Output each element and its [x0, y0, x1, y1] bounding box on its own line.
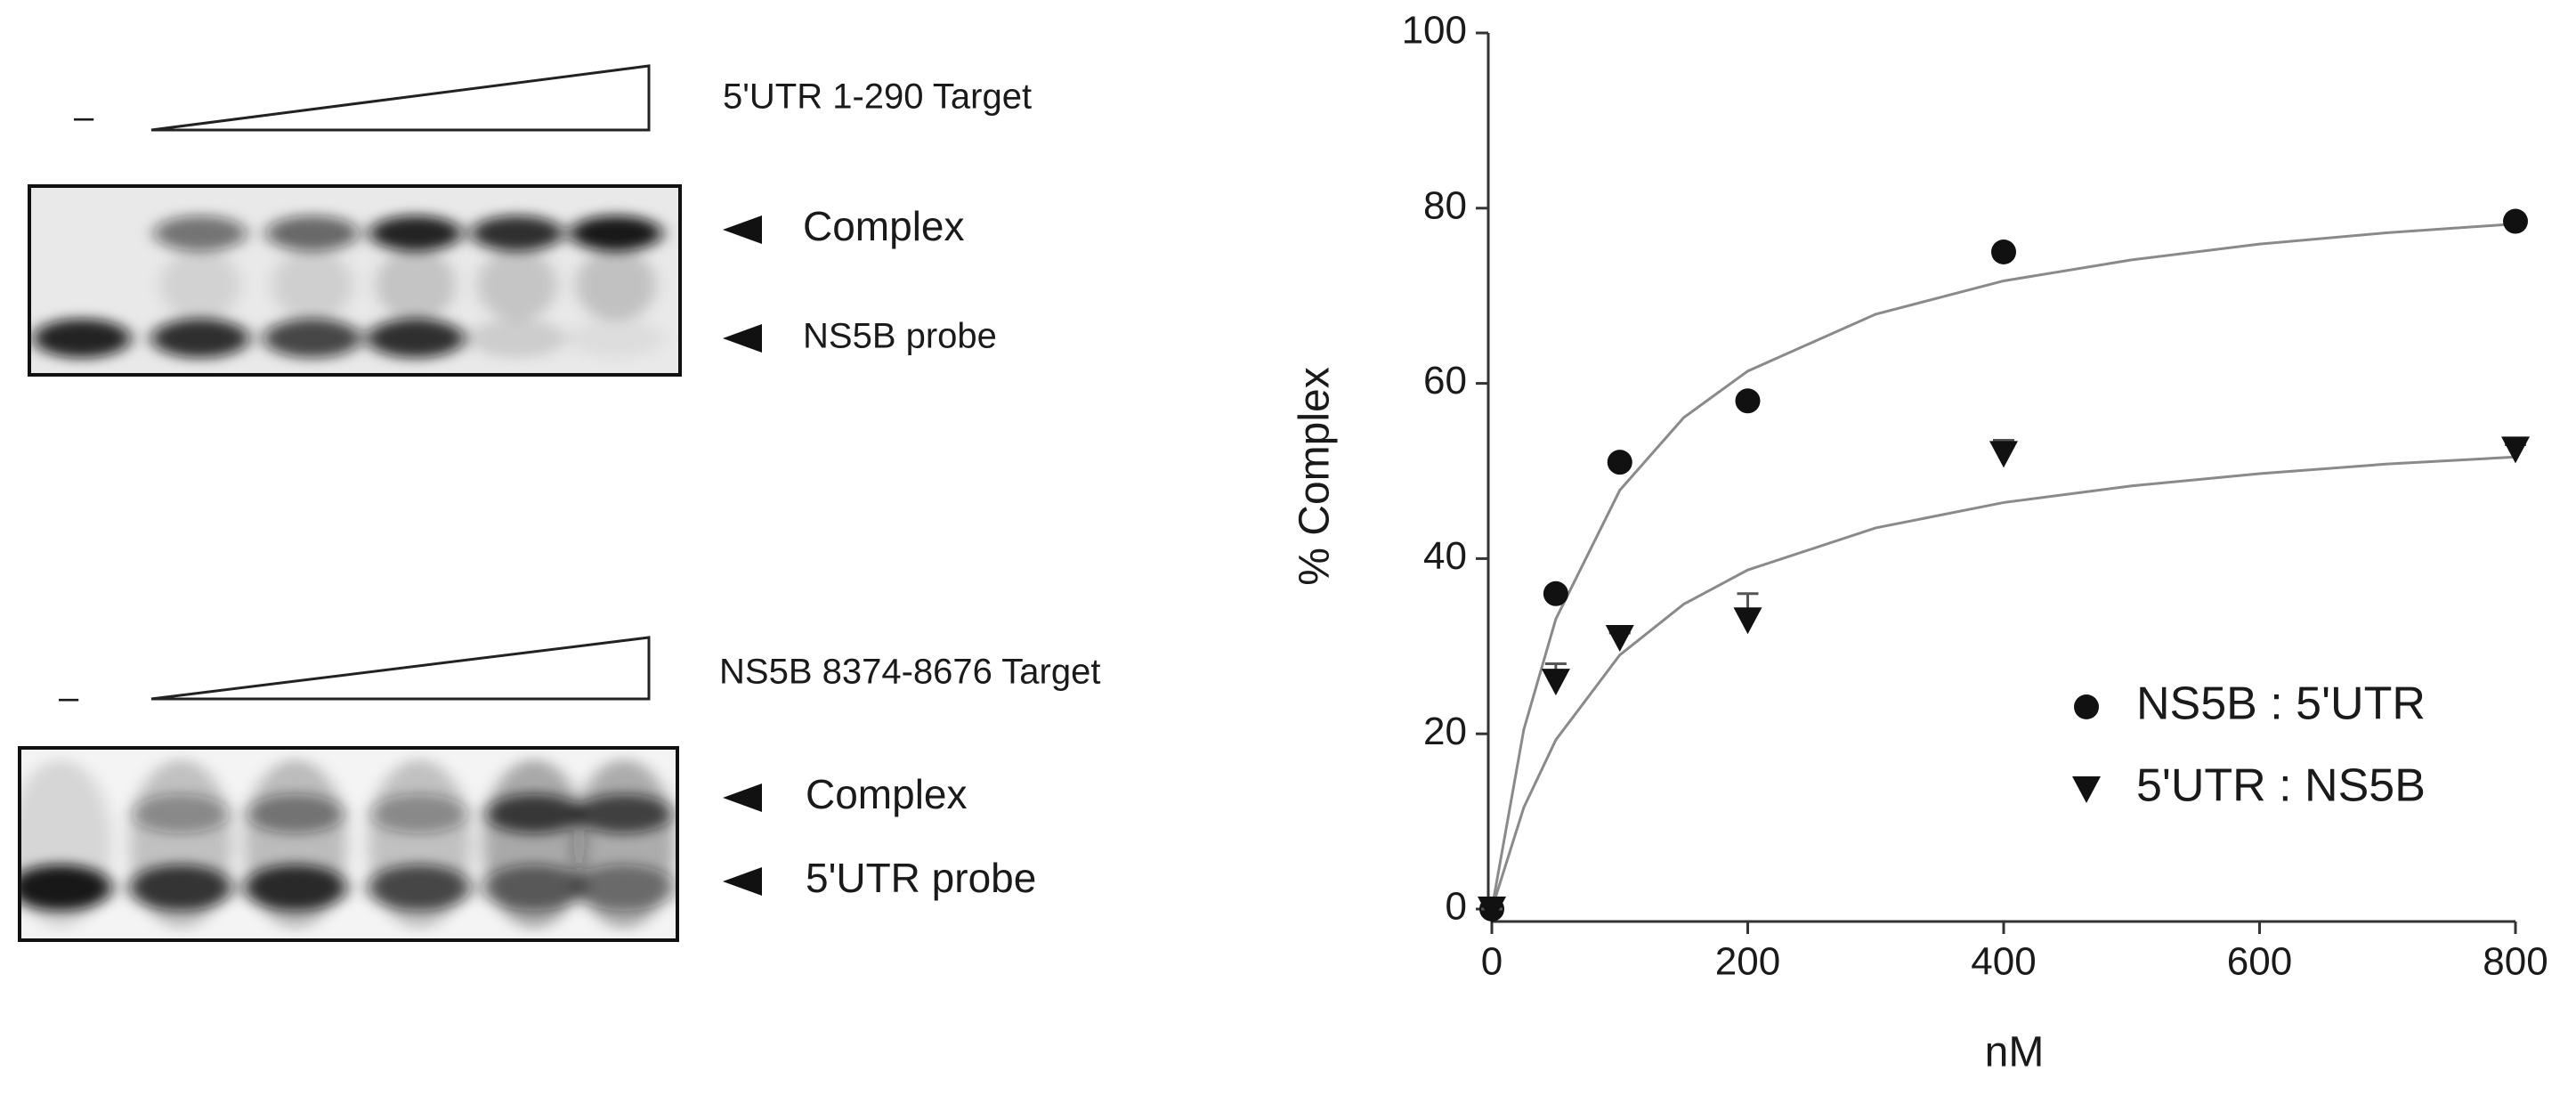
legend-marker	[2074, 694, 2099, 719]
gel-band	[151, 319, 249, 358]
gel-band	[477, 249, 557, 321]
gel-band	[154, 215, 247, 251]
gel-band	[567, 319, 665, 358]
gel-band	[369, 215, 462, 251]
gel-frame	[18, 746, 679, 942]
gel-bands	[33, 215, 665, 358]
gel-band	[368, 865, 471, 911]
target-label: 5'UTR 1-290 Target	[723, 77, 1032, 117]
fit-curve	[1490, 455, 2516, 910]
data-point	[2501, 436, 2530, 464]
y-axis-label: % Complex	[1292, 367, 1339, 585]
gel-band	[266, 215, 359, 251]
y-tick-label: 100	[1402, 9, 1467, 53]
band-label: Complex	[803, 203, 965, 249]
legend-label: NS5B : 5'UTR	[2136, 678, 2426, 730]
arrowhead	[723, 783, 762, 812]
gel-band	[468, 319, 566, 358]
gel-band	[575, 794, 673, 833]
band-label: Complex	[806, 771, 968, 817]
y-tick-label: 0	[1446, 885, 1467, 929]
gradient-triangle	[150, 636, 651, 701]
x-tick-label: 200	[1715, 940, 1780, 984]
gel-band	[482, 865, 586, 911]
data-point	[2503, 208, 2528, 234]
gel-band	[570, 215, 662, 251]
gel-band	[471, 215, 563, 251]
target-label: NS5B 8374-8676 Target	[719, 653, 1100, 692]
y-tick-label: 20	[1423, 710, 1467, 753]
x-tick-label: 600	[2227, 940, 2292, 984]
gel-band	[160, 249, 240, 321]
data-point	[1733, 607, 1762, 635]
gel-band	[132, 794, 230, 833]
chart: nM % Complex 0 20 40 60 80 100 0 200 400 600 800 NS…	[1292, 9, 2548, 1076]
data-point	[1543, 580, 1568, 606]
band-label: 5'UTR probe	[806, 855, 1036, 901]
gel-band	[572, 865, 676, 911]
data-point	[1478, 897, 1506, 923]
arrowhead	[723, 215, 762, 244]
gel-band	[376, 249, 456, 321]
gel-band	[485, 794, 583, 833]
data-point	[1541, 669, 1570, 696]
arrowhead	[723, 867, 762, 896]
gel-band	[370, 794, 468, 833]
data-point	[1735, 388, 1761, 414]
gradient-triangle	[150, 64, 651, 132]
gel-band	[367, 319, 465, 358]
fit-curve	[1490, 223, 2516, 910]
y-tick-label: 60	[1423, 359, 1467, 402]
x-tick-label: 0	[1481, 940, 1503, 984]
gel-band	[247, 794, 344, 833]
data-point	[1989, 441, 2018, 468]
gel-bands	[20, 759, 676, 929]
legend-label: 5'UTR : NS5B	[2136, 760, 2426, 812]
gel-band	[129, 865, 232, 911]
legend-marker	[2072, 776, 2101, 803]
gel-band	[272, 249, 352, 321]
x-tick-label: 800	[2483, 940, 2548, 984]
minus-label: –	[59, 678, 79, 718]
gel-band	[33, 319, 131, 358]
data-point	[1607, 450, 1632, 475]
data-point	[1605, 624, 1634, 652]
gel-band	[20, 865, 112, 911]
minus-label: –	[74, 98, 94, 137]
gel-frame	[28, 184, 682, 377]
arrowhead	[723, 324, 762, 353]
y-tick-label: 40	[1423, 534, 1467, 578]
x-tick-label: 400	[1971, 940, 2036, 984]
gel-band	[576, 249, 656, 321]
y-tick-label: 80	[1423, 183, 1467, 227]
band-label: NS5B probe	[803, 317, 997, 356]
gel-band	[244, 865, 347, 911]
gel-band	[263, 319, 361, 358]
x-axis-label: nM	[1985, 1029, 2045, 1076]
data-point	[1991, 239, 2016, 264]
